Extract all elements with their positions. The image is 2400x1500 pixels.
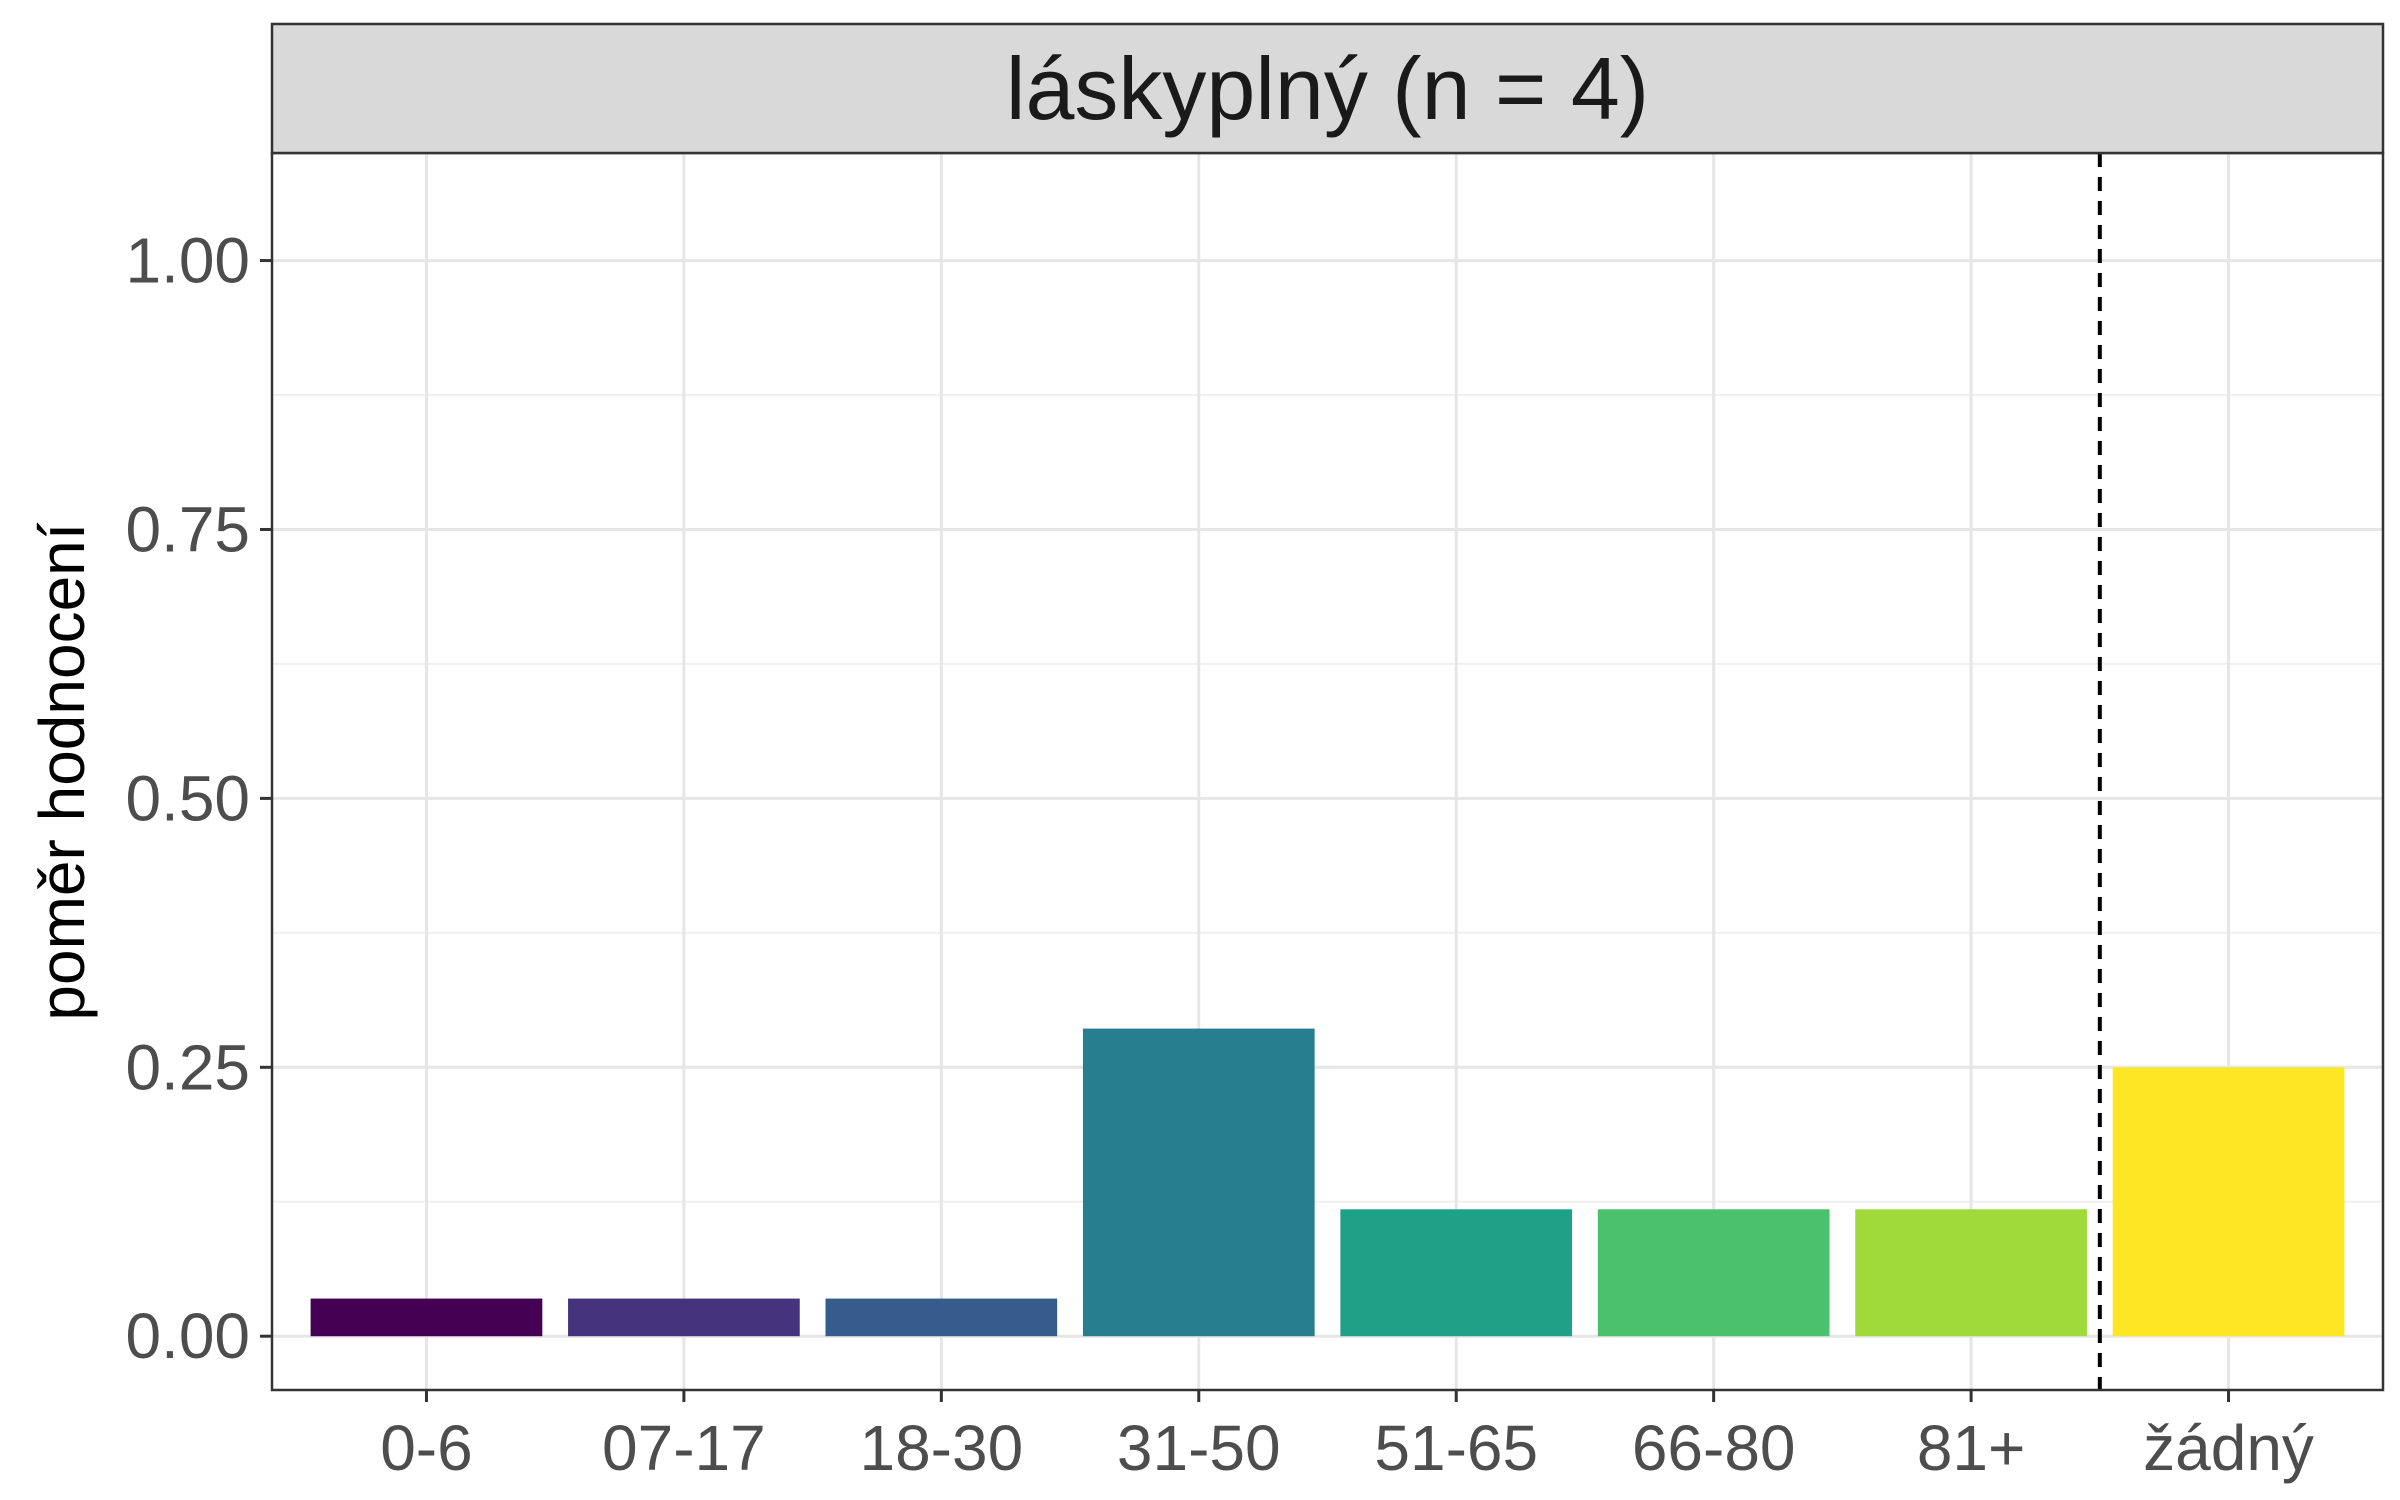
bar-0-6 — [310, 1298, 543, 1337]
bar-81+ — [1855, 1209, 2087, 1337]
y-tick-label: 0.75 — [125, 493, 250, 565]
strip-background — [270, 22, 2385, 155]
bar-51-65 — [1340, 1209, 1573, 1337]
x-tick-label: 0-6 — [380, 1412, 473, 1484]
bar-66-80 — [1597, 1209, 1830, 1337]
x-tick-label: 07-17 — [602, 1412, 766, 1484]
bars — [310, 1028, 2345, 1337]
bar-31-50 — [1082, 1028, 1315, 1337]
y-tick-label: 1.00 — [125, 225, 250, 297]
x-tick-label: 31-50 — [1117, 1412, 1281, 1484]
x-tick-label: 66-80 — [1632, 1412, 1796, 1484]
bar-žádný — [2112, 1067, 2345, 1337]
x-tick-label: 18-30 — [859, 1412, 1023, 1484]
y-axis-title: poměr hodnocení — [26, 522, 98, 1020]
y-tick-label: 0.25 — [125, 1031, 250, 1103]
bar-07-17 — [568, 1298, 800, 1337]
x-axis: 0-6 07-17 18-30 31-50 51-65 66-80 81+ žádný — [380, 1390, 2314, 1484]
major-gridlines — [272, 153, 2383, 1390]
minor-gridlines — [272, 394, 2383, 1203]
y-tick-label: 0.50 — [125, 762, 250, 834]
y-axis: 0.00 0.25 0.50 0.75 1.00 — [125, 225, 272, 1372]
strip-title: láskyplný (n = 4) — [1006, 39, 1649, 138]
x-tick-label: 81+ — [1917, 1412, 2026, 1484]
x-tick-label: 51-65 — [1374, 1412, 1538, 1484]
bar-18-30 — [825, 1298, 1058, 1337]
y-tick-label: 0.00 — [125, 1300, 250, 1372]
x-tick-label: žádný — [2143, 1412, 2314, 1484]
